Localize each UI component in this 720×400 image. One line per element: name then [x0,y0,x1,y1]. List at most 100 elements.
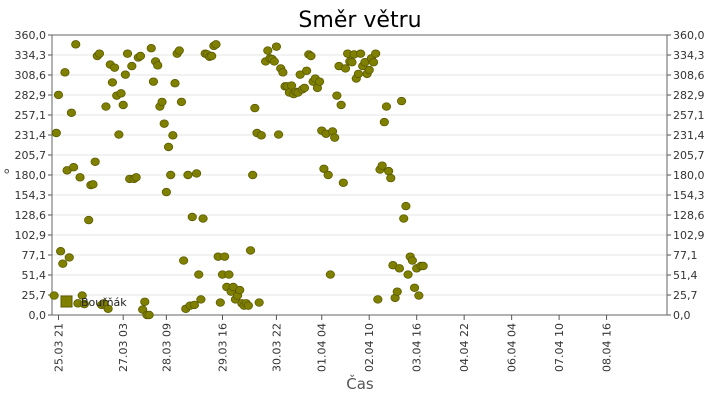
data-point [120,70,130,79]
data-point [384,166,394,176]
data-point [379,117,389,127]
data-point [286,81,297,90]
data-point [118,100,128,110]
y-tick-label: 25,7 [22,289,47,302]
data-point [107,78,118,87]
data-point [243,301,253,310]
data-point [254,298,264,307]
data-point [314,77,325,86]
data-point [103,304,113,313]
x-tick-label: 03.04 16 [411,323,424,372]
data-point [157,97,167,107]
y-tick-label-right: 257,1 [673,109,705,122]
data-point [68,163,79,172]
data-point [58,259,68,268]
data-point [368,58,379,67]
data-point [88,180,98,189]
data-point [332,91,342,100]
data-point [269,57,279,66]
y-tick-label-right: 154,3 [673,189,705,202]
x-tick-label: 27.03 03 [117,323,130,372]
data-point [409,283,420,292]
data-point [148,77,159,86]
data-point [347,58,357,67]
data-point [371,49,381,58]
y-tick-label: 308,6 [15,69,47,82]
y-tick-label: 154,3 [15,189,47,202]
data-point [116,89,126,98]
data-point [302,66,312,75]
y-tick-label-right: 205,7 [673,149,705,162]
y-axis-title: ° [3,166,11,184]
data-point [161,187,171,197]
x-axis-title: Čas [346,374,374,393]
data-point [122,49,133,58]
axes: 0,0 0,0 25,7 25,7 51,4 51,4 77,1 77,1 102,9 102,9… [15,29,705,372]
data-point [49,291,59,300]
data-point [299,83,310,93]
y-tick-label-right: 0,0 [673,309,691,322]
data-point [109,63,120,72]
data-point [263,46,273,55]
y-tick-label: 334,3 [15,49,47,62]
y-tick-label: 102,9 [15,229,47,242]
y-tick-label-right: 308,6 [673,69,705,82]
data-point [248,170,258,180]
data-point [144,310,154,320]
series-points [49,40,428,320]
data-point [127,61,137,71]
y-tick-label: 51,4 [22,269,47,282]
x-tick-label: 25.03 21 [52,323,65,372]
data-point [135,51,146,61]
x-tick-label: 07.04 10 [553,323,566,372]
data-point [250,103,260,113]
y-tick-label: 128,6 [15,209,47,222]
data-point [418,261,428,271]
data-point [51,128,61,138]
y-tick-label-right: 282,9 [673,89,705,102]
y-tick-label: 205,7 [15,149,47,162]
chart-title: Směr větru [298,8,421,33]
data-point [191,169,202,178]
data-point [60,68,70,77]
data-point [330,133,340,142]
data-point [168,131,178,140]
data-point [166,170,176,180]
data-point [407,256,417,265]
data-point [101,102,111,111]
data-point [323,170,333,180]
data-point [64,253,74,262]
data-point [377,161,387,170]
plot-frame [51,34,668,316]
data-point [401,201,411,211]
data-point [319,164,329,173]
x-tick-label: 30.03 22 [270,323,283,372]
data-point [153,61,163,70]
y-tick-label: 77,1 [22,249,47,262]
data-point [220,252,230,261]
data-point [159,119,169,128]
data-point [198,214,208,223]
data-point [273,130,284,139]
y-tick-label: 0,0 [29,309,47,322]
data-point [170,79,180,88]
data-point [414,291,424,300]
y-tick-label: 257,1 [15,109,47,122]
data-point [396,96,407,106]
y-tick-label: 360,0 [15,29,47,42]
x-tick-label: 08.04 16 [601,323,614,372]
y-tick-label-right: 25,7 [673,289,698,302]
data-point [215,298,225,307]
data-point [163,142,174,152]
y-tick-label-right: 334,3 [673,49,705,62]
data-point [394,264,405,273]
y-tick-label-right: 77,1 [673,249,698,262]
x-tick-label: 28.03 09 [160,323,173,372]
x-tick-label: 01.04 04 [316,323,329,372]
data-point [381,102,392,111]
data-point [77,291,87,300]
data-point [66,108,77,117]
data-point [256,131,266,140]
data-point [211,40,221,49]
